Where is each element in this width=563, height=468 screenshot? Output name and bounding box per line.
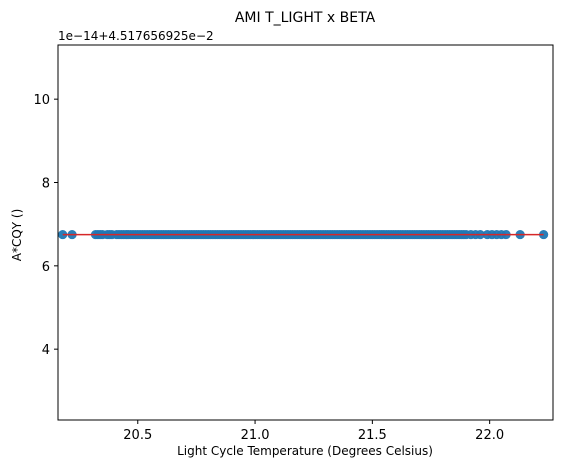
plot-border: [57, 44, 554, 421]
y-tick-label: 8: [42, 177, 50, 192]
x-axis-ticks: 20.5 21.0 21.5 22.0: [123, 420, 504, 443]
y-axis-ticks: 4 6 8 10: [33, 93, 58, 358]
x-tick-label: 21.5: [358, 428, 387, 443]
y-axis-offset-label: 1e−14+4.517656925e−2: [58, 29, 214, 43]
x-tick-label: 21.0: [241, 428, 270, 443]
y-tick-label: 4: [42, 343, 50, 358]
x-tick-label: 22.0: [475, 428, 504, 443]
y-axis-label: A*CQY (): [10, 209, 24, 262]
y-tick-label: 10: [33, 93, 50, 108]
y-tick-label: 6: [42, 260, 50, 275]
x-axis-label: Light Cycle Temperature (Degrees Celsius…: [177, 444, 433, 458]
chart-title: AMI T_LIGHT x BETA: [235, 10, 376, 26]
x-tick-label: 20.5: [123, 428, 152, 443]
